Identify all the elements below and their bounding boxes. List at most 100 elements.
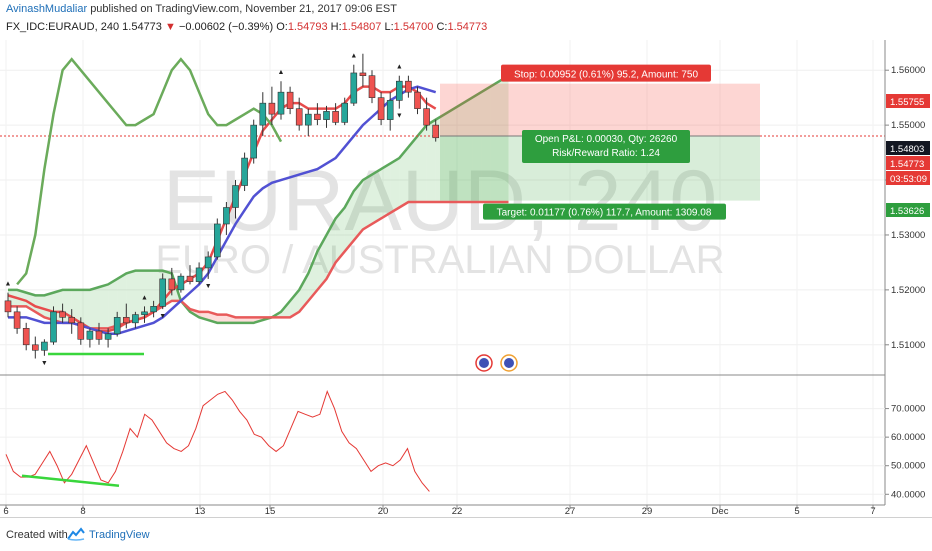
candle-body[interactable] [77,322,85,340]
candle-body[interactable] [323,111,330,120]
published-text: published on TradingView.com, November 2… [90,3,397,15]
candle-body[interactable] [341,102,349,123]
candle-body[interactable] [4,300,12,313]
candle-body[interactable] [195,267,203,282]
candle-body[interactable] [359,72,367,76]
fractal-mark: ▲ [5,281,12,288]
candle-body[interactable] [31,344,39,351]
candles[interactable] [4,53,440,359]
candle-body[interactable] [159,278,166,307]
author-link[interactable]: AvinashMudaliar [6,3,88,15]
fractal-mark: ▼ [41,360,48,367]
candle-body[interactable] [68,317,75,324]
cloud-segment [135,270,145,321]
low-label: L: [384,21,394,33]
cloud-segment [17,289,27,307]
price-badge [886,171,930,185]
candle-body[interactable] [41,341,48,351]
price-tick-label: 1.55000 [891,120,925,131]
risk-reward-label: Risk/Reward Ratio: 1.24 [552,148,660,159]
candle-body[interactable] [314,113,321,120]
candle-body[interactable] [123,317,130,324]
candle-body[interactable] [332,111,339,123]
candle-body[interactable] [50,311,57,343]
fractal-mark: ▼ [205,283,212,290]
cloud-segment [71,289,81,326]
cloud-segment [344,191,354,252]
candle-body[interactable] [168,278,176,291]
rsi-tick-label: 50.0000 [891,461,925,472]
fractal-mark: ▼ [159,313,166,320]
candle-body[interactable] [250,124,257,159]
candle-body[interactable] [22,328,30,346]
tradingview-logo-icon [67,527,85,541]
time-tick-label: 6 [3,506,8,517]
cloud-segment [381,163,391,219]
candle-body[interactable] [405,80,412,93]
candle-body[interactable] [368,75,376,98]
fractal-mark: ▲ [278,69,285,76]
price-badge [886,141,930,155]
candle-body[interactable] [113,317,121,335]
position-tool[interactable] [0,83,885,201]
cloud-segment [126,270,136,323]
rsi-tick-label: 70.0000 [891,404,925,415]
candle-body[interactable] [268,102,276,115]
cloud-segment [144,270,154,318]
kijun-line [7,85,437,333]
candle-body[interactable] [414,91,421,109]
candle-body[interactable] [304,113,312,126]
chart-area[interactable]: EURAUD, 240 EURO / AUSTRALIAN DOLLAR ▲▲▲… [0,40,932,517]
candle-body[interactable] [277,91,285,115]
high-value: 1.54807 [341,21,382,33]
price-tick-label: 1.53000 [891,230,925,241]
cloud-segment [99,284,109,329]
price-badge-label: 03:53:09 [890,174,927,185]
candle-body[interactable] [95,330,103,340]
candle-body[interactable] [132,314,139,324]
flag-icon [504,358,514,368]
open-label: O: [276,21,288,33]
created-with-text: Created with [6,529,68,541]
publish-info: AvinashMudaliar published on TradingView… [6,3,397,15]
tradingview-brand[interactable]: TradingView [89,529,150,541]
candle-body[interactable] [104,333,112,340]
down-arrow-icon: ▼ [164,21,176,33]
symbol-label[interactable]: FX_IDC:EURAUD, 240 [6,21,120,33]
price-badge-label: 1.55755 [890,97,924,108]
candle-body[interactable] [204,256,212,269]
candle-body[interactable] [241,157,248,186]
candle-body[interactable] [386,100,394,120]
candle-body[interactable] [150,306,157,313]
candle-body[interactable] [295,108,303,126]
stop-zone[interactable] [440,83,760,136]
candle-body[interactable] [214,223,221,258]
candle-body[interactable] [377,97,385,120]
candle-body[interactable] [223,207,230,225]
candle-body[interactable] [59,311,66,318]
low-value: 1.54700 [393,21,434,33]
cloud-segment [308,251,318,301]
cloud-segment [244,317,254,323]
cloud-segment [199,311,209,321]
candle-body[interactable] [177,275,185,291]
candle-body[interactable] [86,330,94,340]
price-axis[interactable]: 1.560001.550001.540001.530001.520001.510… [0,40,930,505]
cloud-segment [417,125,427,203]
candle-body[interactable] [395,80,403,101]
candle-body[interactable] [423,108,430,126]
candle-body[interactable] [259,102,267,126]
candle-body[interactable] [350,72,358,104]
cloud-segment [426,119,436,203]
rsi-pane[interactable]: 70.0000 60.0000 50.0000 40.0000 [0,389,925,500]
time-axis[interactable]: 6 8 13 15 20 22 27 29 Dec 5 7 [0,504,885,517]
candle-body[interactable] [141,311,148,315]
price-badge [886,94,930,108]
candle-body[interactable] [232,185,239,208]
candle-body[interactable] [186,275,194,282]
candle-body[interactable] [432,124,440,139]
price-change: −0.00602 (−0.39%) [178,21,274,33]
candle-body[interactable] [286,91,294,109]
open-pnl-box [522,129,690,163]
candle-body[interactable] [13,311,21,329]
